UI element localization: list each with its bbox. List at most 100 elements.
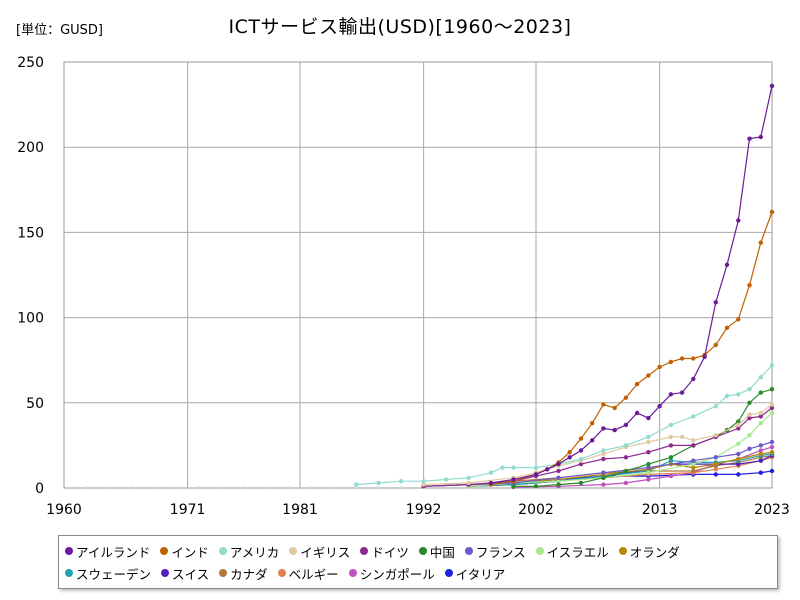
data-point: [646, 477, 651, 482]
data-point: [713, 472, 718, 477]
data-point: [511, 477, 516, 482]
data-point: [623, 455, 629, 460]
legend-swatch: [618, 547, 627, 555]
data-point: [758, 240, 763, 245]
legend-swatch: [289, 547, 298, 555]
y-tick-label: 100: [17, 311, 44, 327]
data-point: [736, 419, 741, 424]
series-line: [423, 407, 773, 487]
data-point: [578, 456, 584, 462]
data-point: [769, 444, 775, 450]
data-point: [623, 468, 629, 474]
legend-swatch: [160, 547, 169, 555]
data-point: [724, 262, 730, 267]
legend-label: ドイツ: [371, 544, 409, 560]
data-point: [724, 325, 730, 330]
legend-row: スウェーデン スイス カナダ ベルギー シンガポール イタリア: [65, 562, 771, 584]
data-point: [533, 484, 539, 489]
legend-swatch: [161, 569, 170, 577]
data-point: [758, 410, 763, 416]
baseline-point: [85, 485, 88, 489]
data-point: [747, 446, 752, 451]
series-layer: [85, 83, 775, 490]
x-tick-label: 1960: [46, 502, 82, 518]
data-point: [758, 390, 763, 395]
data-point: [466, 480, 471, 486]
baseline-point: [152, 485, 156, 489]
legend-item: インド: [160, 542, 209, 561]
data-point: [578, 480, 584, 486]
legend-label: 中国: [429, 544, 455, 560]
data-point: [376, 480, 381, 486]
data-point: [736, 456, 741, 462]
baseline-point: [242, 485, 246, 489]
legend-swatch: [348, 569, 357, 577]
data-point: [758, 421, 763, 426]
legend-swatch: [219, 569, 228, 577]
legend-swatch: [444, 569, 453, 577]
plot-area: [63, 61, 773, 489]
data-point: [578, 448, 584, 453]
data-point: [769, 439, 775, 445]
data-point: [691, 438, 696, 443]
baseline-point: [220, 485, 223, 489]
data-point: [612, 427, 617, 433]
data-point: [398, 479, 404, 484]
x-tick-label: 1981: [282, 502, 318, 518]
data-point: [736, 441, 741, 446]
data-point: [691, 461, 696, 467]
data-point: [758, 448, 763, 453]
legend-label: スウェーデン: [76, 566, 152, 582]
baseline-point: [377, 485, 380, 489]
data-point: [691, 465, 696, 470]
data-point: [769, 450, 775, 455]
legend-item: アメリカ: [218, 542, 279, 561]
data-point: [758, 375, 763, 380]
baseline-point: [107, 485, 111, 489]
data-point: [533, 465, 539, 470]
data-point: [736, 392, 741, 397]
legend-item: フランス: [464, 542, 526, 561]
y-tick-label: 150: [17, 225, 44, 241]
data-point: [713, 461, 718, 467]
data-point: [601, 448, 606, 453]
data-point: [747, 400, 752, 405]
data-point: [769, 83, 775, 89]
data-point: [601, 426, 606, 431]
data-point: [747, 415, 752, 421]
data-point: [758, 470, 763, 475]
data-point: [702, 354, 707, 359]
y-tick-label: 50: [26, 396, 44, 412]
data-point: [601, 482, 606, 487]
legend-swatch: [65, 547, 73, 555]
data-point: [646, 373, 651, 378]
data-point: [736, 422, 741, 428]
data-point: [634, 410, 640, 416]
legend-item: イスラエル: [535, 542, 609, 561]
data-point: [736, 218, 741, 223]
data-point: [691, 468, 696, 474]
data-point: [500, 465, 505, 470]
legend-swatch: [218, 547, 227, 555]
x-tick-label: 1992: [406, 502, 442, 518]
data-point: [567, 455, 572, 460]
data-point: [736, 451, 741, 457]
y-tick-label: 0: [35, 481, 44, 497]
data-point: [646, 461, 651, 467]
data-point: [634, 381, 640, 387]
legend-label: イギリス: [300, 544, 351, 560]
legend-swatch: [418, 547, 427, 555]
data-point: [533, 472, 539, 477]
legend-item: カナダ: [219, 564, 268, 583]
data-point: [657, 364, 662, 370]
data-point: [713, 300, 718, 305]
baseline-point: [130, 485, 133, 489]
x-tick-label: 2023: [754, 502, 790, 518]
x-tick-label: 2002: [518, 502, 554, 518]
data-point: [769, 387, 775, 392]
legend-item: シンガポール: [348, 564, 435, 583]
series-イギリス: [421, 402, 775, 487]
axis-layer: 1960 1971 1981 1992 2002 2013 2023 0 50 100 150 200…: [17, 55, 790, 518]
data-point: [736, 472, 741, 477]
